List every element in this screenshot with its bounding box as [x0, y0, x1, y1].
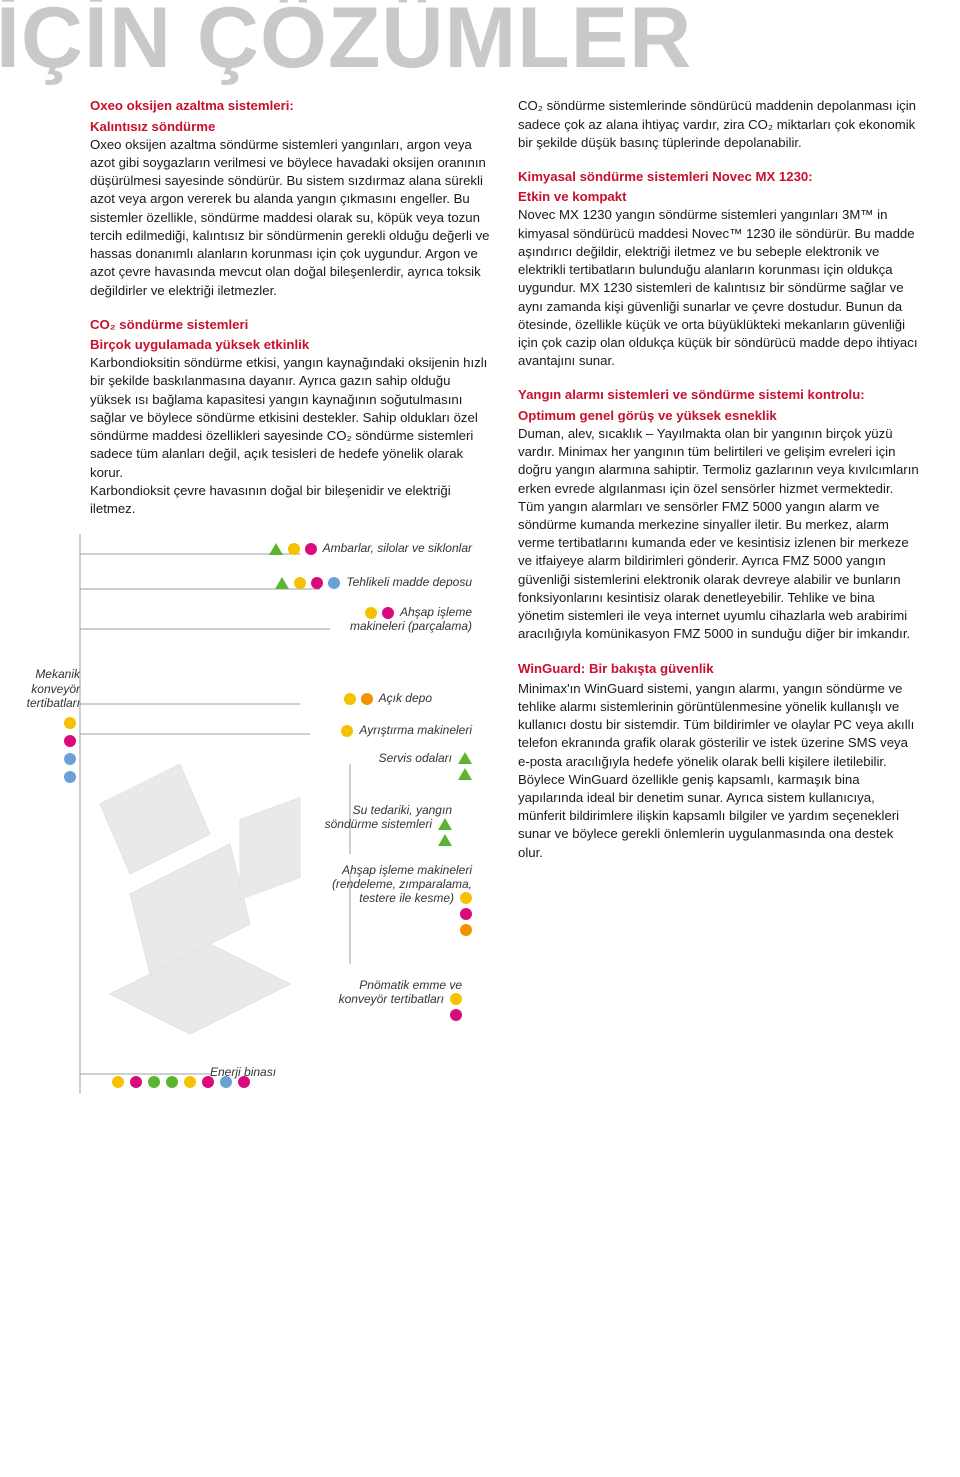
- section-oxeo: Oxeo oksijen azaltma sistemleri: Kalıntı…: [90, 97, 492, 299]
- section-body: Duman, alev, sıcaklık – Yayılmakta olan …: [518, 426, 919, 641]
- legend-su-tedarik: Su tedariki, yangın söndürme sistemleri: [307, 804, 452, 846]
- section-sub: Birçok uygulamada yüksek etkinlik: [90, 336, 492, 354]
- legend-ahsap-rendeleme: Ahşap işleme makineleri (rendeleme, zımp…: [292, 864, 472, 936]
- section-winguard: WinGuard: Bir bakışta güvenlik Minimax'ı…: [518, 660, 920, 862]
- section-body: Minimax'ın WinGuard sistemi, yangın alar…: [518, 681, 914, 860]
- legend-ambarlar: Ambarlar, silolar ve siklonlar: [269, 542, 472, 556]
- section-head: WinGuard: Bir bakışta güvenlik: [518, 660, 920, 678]
- section-head: Oxeo oksijen azaltma sistemleri:: [90, 97, 492, 115]
- legend-ayristirma: Ayrıştırma makineleri: [341, 724, 472, 738]
- legend-pnomatik: Pnömatik emme ve konveyör tertibatları: [312, 979, 462, 1021]
- legend-ahsap-parcalama: Ahşap işleme makineleri (parçalama): [322, 606, 472, 634]
- section-head: Yangın alarmı sistemleri ve söndürme sis…: [518, 386, 920, 404]
- page-title: İÇİN ÇÖZÜMLER: [0, 0, 960, 97]
- bottom-dots: [112, 1076, 250, 1088]
- section-co2: CO₂ söndürme sistemleri Birçok uygulamad…: [90, 316, 492, 518]
- legend-servis: Servis odaları: [379, 752, 472, 780]
- section-head: CO₂ söndürme sistemleri: [90, 316, 492, 334]
- legend-acik-depo: Açık depo: [344, 692, 432, 706]
- section-co2-storage: CO₂ söndürme sistemlerinde söndürücü mad…: [518, 97, 920, 152]
- legend-zone: Ambarlar, silolar ve siklonlar Tehlikeli…: [90, 534, 492, 1094]
- section-sub: Kalıntısız söndürme: [90, 118, 492, 136]
- columns: Oxeo oksijen azaltma sistemleri: Kalıntı…: [90, 97, 920, 1094]
- section-body: Oxeo oksijen azaltma söndürme sistemleri…: [90, 137, 490, 298]
- section-sub: Optimum genel görüş ve yüksek esneklik: [518, 407, 920, 425]
- section-body: Novec MX 1230 yangın söndürme sistemleri…: [518, 207, 918, 368]
- section-body: Karbondioksitin söndürme etkisi, yangın …: [90, 355, 487, 516]
- legend-tehlikeli: Tehlikeli madde deposu: [275, 576, 472, 590]
- section-sub: Etkin ve kompakt: [518, 188, 920, 206]
- section-novec: Kimyasal söndürme sistemleri Novec MX 12…: [518, 168, 920, 370]
- section-alarm: Yangın alarmı sistemleri ve söndürme sis…: [518, 386, 920, 643]
- col-left: Oxeo oksijen azaltma sistemleri: Kalıntı…: [90, 97, 492, 1094]
- section-body: CO₂ söndürme sistemlerinde söndürücü mad…: [518, 98, 916, 149]
- left-gutter: Mekanik konveyör tertibatları: [0, 97, 90, 1094]
- section-head: Kimyasal söndürme sistemleri Novec MX 12…: [518, 168, 920, 186]
- left-dots: [64, 717, 76, 783]
- col-right: CO₂ söndürme sistemlerinde söndürücü mad…: [518, 97, 920, 1094]
- left-label: Mekanik konveyör tertibatları: [0, 667, 80, 710]
- content: Mekanik konveyör tertibatları Oxeo oksij…: [0, 97, 960, 1094]
